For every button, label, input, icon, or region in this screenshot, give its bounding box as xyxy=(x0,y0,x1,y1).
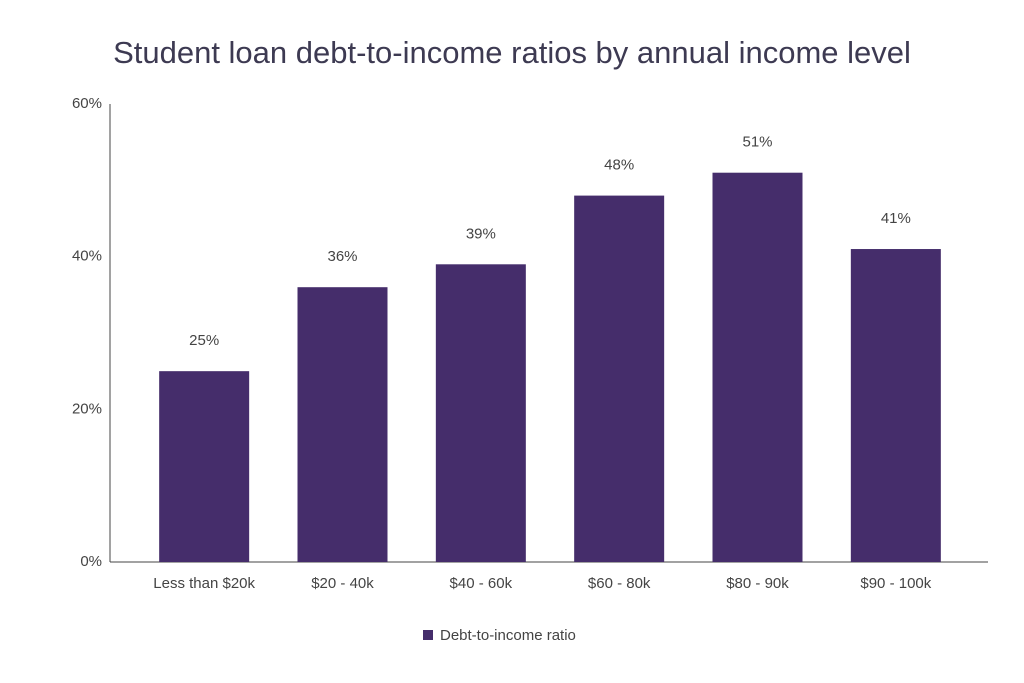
x-tick-label: $80 - 90k xyxy=(726,575,789,592)
data-label: 25% xyxy=(189,332,219,349)
x-tick-label: $60 - 80k xyxy=(588,575,651,592)
data-label: 36% xyxy=(327,248,357,265)
y-tick-label: 0% xyxy=(80,553,102,570)
y-tick-label: 40% xyxy=(72,248,102,265)
bar xyxy=(574,195,665,562)
data-label: 51% xyxy=(742,134,772,151)
bar xyxy=(850,249,941,563)
bar xyxy=(435,264,526,562)
legend-label: Debt-to-income ratio xyxy=(440,627,576,644)
bar xyxy=(159,371,250,562)
data-label: 41% xyxy=(881,210,911,227)
chart-title: Student loan debt-to-income ratios by an… xyxy=(113,35,911,70)
data-label: 39% xyxy=(466,225,496,242)
legend-swatch xyxy=(423,630,433,640)
data-label: 48% xyxy=(604,157,634,174)
x-tick-label: $40 - 60k xyxy=(450,575,513,592)
bar xyxy=(712,172,803,562)
bar xyxy=(297,287,388,562)
x-tick-label: $20 - 40k xyxy=(311,575,374,592)
y-tick-label: 20% xyxy=(72,400,102,417)
y-tick-label: 60% xyxy=(72,95,102,112)
x-tick-label: $90 - 100k xyxy=(860,575,931,592)
x-tick-label: Less than $20k xyxy=(153,575,255,592)
